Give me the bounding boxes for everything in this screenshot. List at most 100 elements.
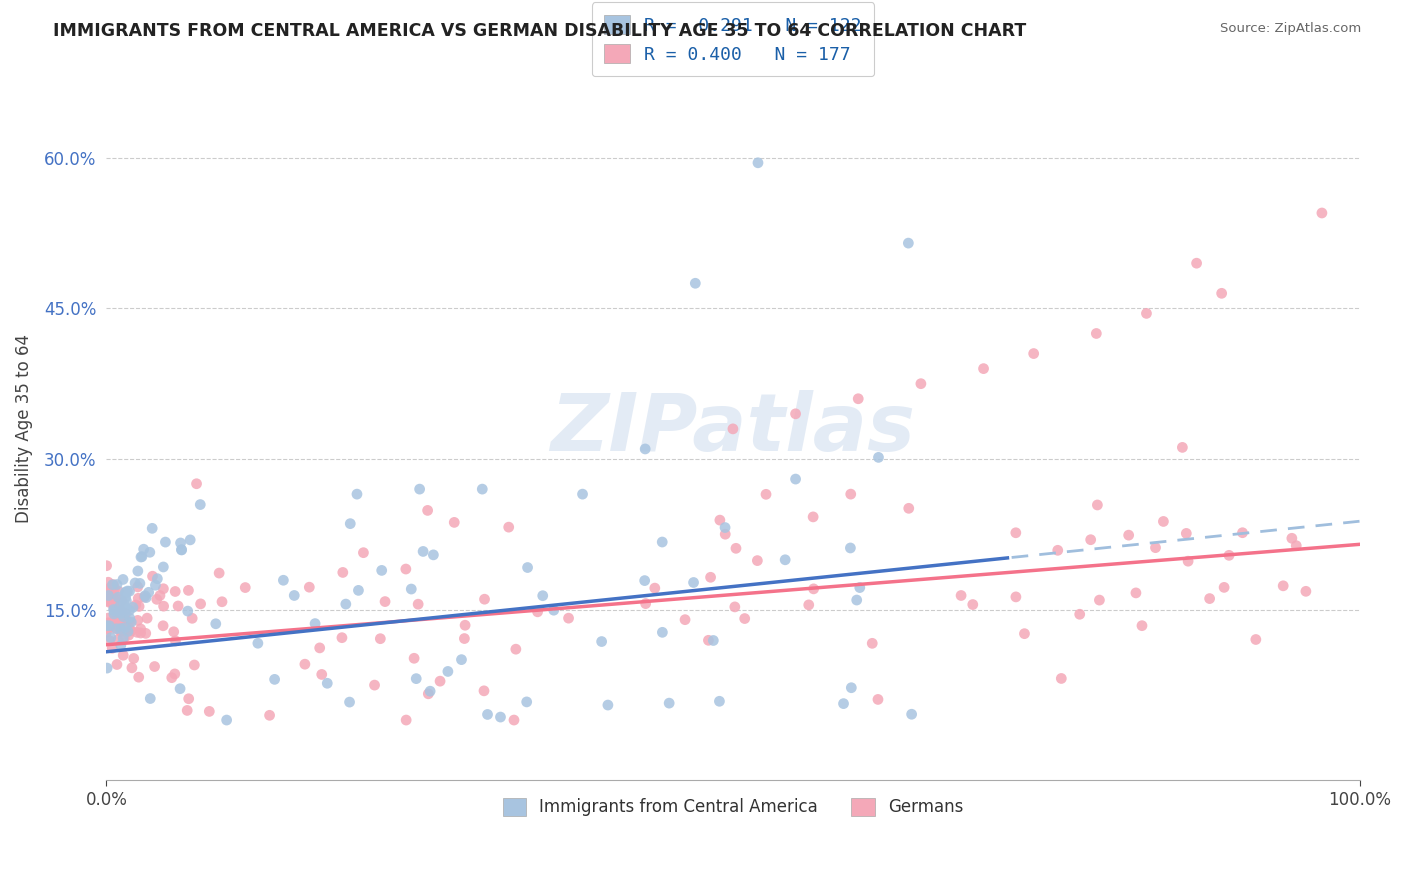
Point [1175, 526, 1198, 541]
Point [198, 705, 221, 719]
Point [450, 653, 472, 667]
Point [801, 509, 824, 524]
Point [127, 564, 149, 578]
Point [97, 619, 120, 633]
Point [96, 618, 118, 632]
Point [134, 589, 156, 603]
Point [1144, 541, 1167, 555]
Point [747, 553, 769, 567]
Point [96, 558, 118, 573]
Point [1285, 539, 1308, 553]
Point [335, 597, 357, 611]
Legend: Immigrants from Central America, Germans: Immigrants from Central America, Germans [494, 789, 972, 825]
Point [477, 707, 499, 722]
Point [503, 713, 526, 727]
Point [100, 580, 122, 594]
Point [1014, 626, 1036, 640]
Point [273, 574, 295, 588]
Point [186, 476, 208, 491]
Point [97, 575, 120, 590]
Point [107, 614, 129, 628]
Point [101, 594, 124, 608]
Point [112, 609, 135, 624]
Point [110, 638, 132, 652]
Point [121, 661, 143, 675]
Point [1130, 618, 1153, 632]
Point [437, 665, 460, 679]
Y-axis label: Disability Age 35 to 64: Disability Age 35 to 64 [15, 334, 32, 524]
Point [120, 624, 142, 638]
Point [190, 597, 212, 611]
Point [132, 542, 155, 557]
Point [596, 698, 619, 712]
Point [177, 583, 200, 598]
Point [416, 503, 439, 517]
Point [1069, 607, 1091, 622]
Point [125, 625, 148, 640]
Point [347, 583, 370, 598]
Point [114, 609, 136, 624]
Point [97, 589, 120, 603]
Point [516, 560, 538, 574]
Point [107, 591, 129, 605]
Point [117, 624, 139, 639]
Point [100, 631, 122, 645]
Point [845, 593, 868, 607]
Point [108, 610, 131, 624]
Point [1118, 528, 1140, 542]
Point [103, 604, 125, 618]
Point [721, 422, 744, 436]
Point [112, 631, 135, 645]
Point [107, 584, 129, 599]
Point [97, 611, 120, 625]
Point [634, 442, 657, 456]
Point [110, 622, 132, 636]
Point [363, 678, 385, 692]
Point [395, 562, 418, 576]
Point [215, 713, 238, 727]
Point [115, 594, 138, 608]
Point [950, 589, 973, 603]
Point [1185, 256, 1208, 270]
Point [316, 676, 339, 690]
Point [165, 634, 187, 648]
Point [634, 574, 657, 588]
Point [170, 543, 193, 558]
Point [505, 642, 527, 657]
Point [370, 563, 392, 577]
Point [103, 582, 125, 596]
Point [846, 392, 869, 406]
Point [167, 599, 190, 613]
Point [100, 582, 122, 596]
Point [1022, 346, 1045, 360]
Point [797, 598, 820, 612]
Point [1152, 515, 1174, 529]
Point [973, 361, 995, 376]
Point [128, 599, 150, 614]
Point [471, 482, 494, 496]
Point [111, 593, 134, 607]
Point [259, 708, 281, 723]
Point [152, 560, 174, 574]
Point [673, 613, 696, 627]
Point [395, 713, 418, 727]
Point [111, 573, 134, 587]
Point [100, 619, 122, 633]
Point [118, 622, 141, 636]
Point [747, 155, 769, 169]
Point [897, 501, 920, 516]
Point [108, 599, 131, 614]
Point [246, 636, 269, 650]
Point [118, 611, 141, 625]
Point [1046, 543, 1069, 558]
Point [803, 582, 825, 596]
Point [139, 545, 162, 559]
Text: IMMIGRANTS FROM CENTRAL AMERICA VS GERMAN DISABILITY AGE 35 TO 64 CORRELATION CH: IMMIGRANTS FROM CENTRAL AMERICA VS GERMA… [53, 22, 1026, 40]
Point [531, 589, 554, 603]
Point [900, 707, 922, 722]
Point [112, 597, 135, 611]
Point [112, 631, 135, 645]
Point [374, 594, 396, 608]
Point [557, 611, 579, 625]
Point [135, 591, 157, 605]
